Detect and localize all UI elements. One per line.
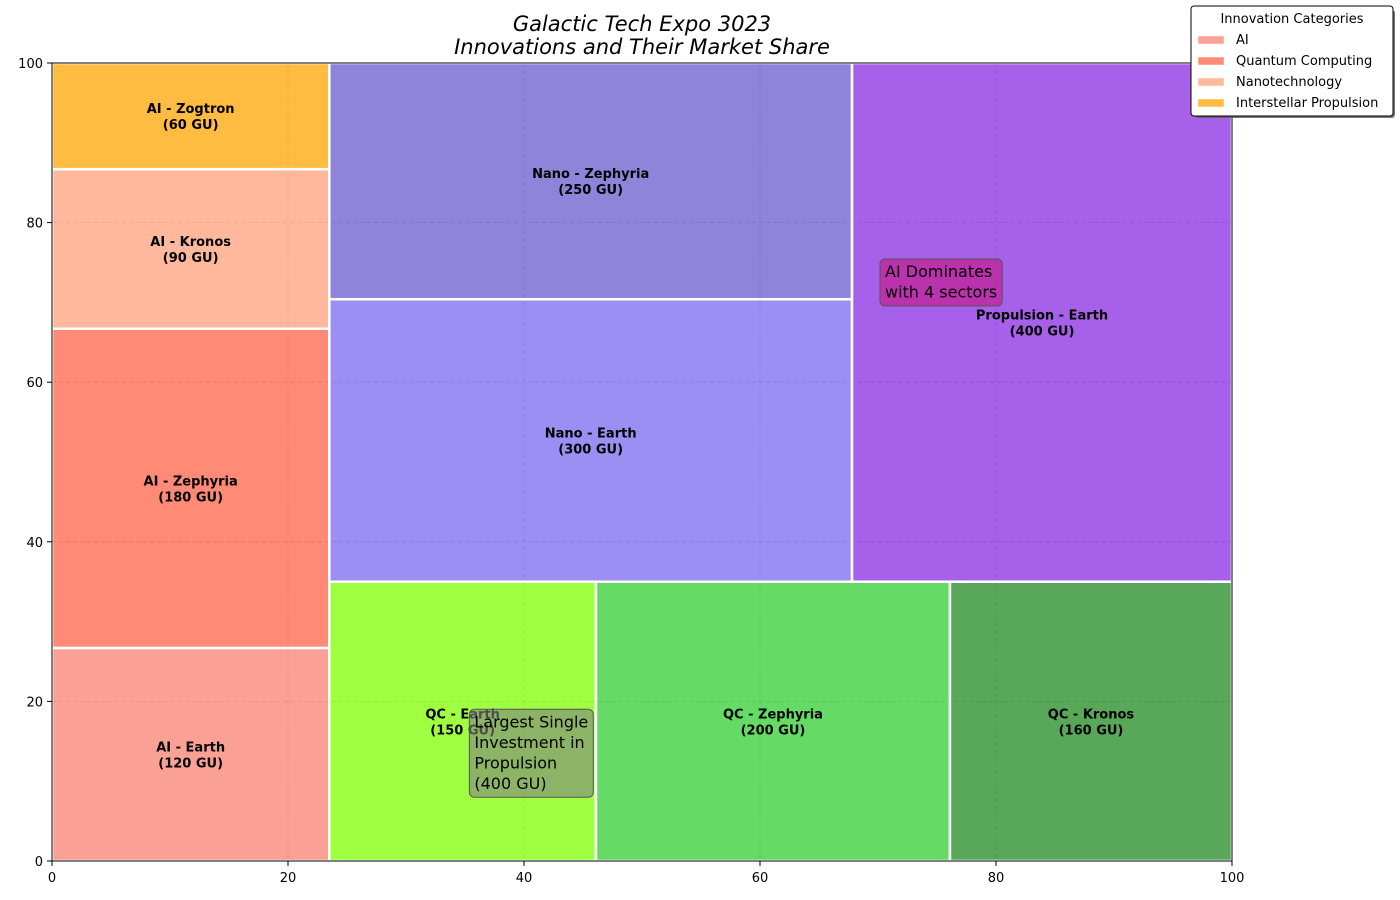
annotation-box-0 [879, 258, 1003, 307]
y-tick-label-3: 60 [26, 376, 43, 391]
x-tick-label-0: 0 [48, 871, 56, 886]
legend-swatch-0 [1197, 35, 1225, 45]
treemap-rect-7 [328, 297, 854, 583]
treemap-rect-8 [328, 61, 854, 301]
x-tick-label-3: 60 [752, 871, 769, 886]
plot-frame [51, 62, 1233, 862]
rect-value-label-0: (120 GU) [158, 756, 223, 771]
y-tick-label-4: 80 [26, 217, 43, 232]
rect-label-5: QC - Zephyria [723, 707, 823, 722]
x-tick-label-1: 20 [280, 871, 297, 886]
legend-box [1190, 5, 1394, 117]
rect-value-label-1: (180 GU) [158, 490, 223, 505]
y-tick-label-0: 0 [35, 855, 43, 870]
annotation-box-1 [468, 708, 594, 798]
rect-label-8: Nano - Zephyria [532, 167, 649, 182]
legend-entries: AI Quantum Computing Nanotechnology Interst… [1197, 33, 1378, 111]
treemap-labels: AI - Earth(120 GU) AI - Zephyria(180 GU) A… [144, 102, 1135, 771]
chart-title-line-2: Innovations and Their Market Share [454, 35, 830, 59]
annotation-0-line-1: with 4 sectors [885, 282, 997, 301]
x-tick-label-2: 40 [516, 871, 533, 886]
legend-swatch-1 [1197, 56, 1225, 66]
treemap-rect-1 [50, 327, 331, 650]
rect-label-6: QC - Kronos [1048, 707, 1135, 722]
rect-value-label-7: (300 GU) [558, 442, 623, 457]
x-tick-label-5: 100 [1220, 871, 1245, 886]
rect-label-0: AI - Earth [156, 740, 225, 755]
treemap-rect-5 [594, 580, 952, 863]
rect-value-label-5: (200 GU) [741, 723, 806, 738]
rect-value-label-6: (160 GU) [1059, 723, 1124, 738]
legend-swatch-3 [1197, 98, 1225, 108]
y-tick-label-5: 100 [18, 57, 43, 72]
annotation-1-line-2: Propulsion [474, 753, 557, 772]
y-tick-label-1: 20 [26, 695, 43, 710]
rect-value-label-9: (400 GU) [1010, 324, 1075, 339]
rect-value-label-3: (60 GU) [163, 118, 219, 133]
legend-label-3: Interstellar Propulsion [1236, 96, 1378, 111]
rect-value-label-2: (90 GU) [163, 251, 219, 266]
rect-label-1: AI - Zephyria [144, 474, 238, 489]
legend-label-0: AI [1236, 33, 1249, 48]
annotation-0-line-0: AI Dominates [885, 262, 992, 281]
legend-label-2: Nanotechnology [1236, 75, 1342, 90]
y-tick-label-2: 40 [26, 536, 43, 551]
annotation-1-line-1: Investment in [474, 733, 584, 752]
rect-label-2: AI - Kronos [150, 235, 231, 250]
chart-title-line-1: Galactic Tech Expo 3023 [513, 12, 771, 36]
rect-label-7: Nano - Earth [545, 426, 637, 441]
rect-value-label-8: (250 GU) [558, 183, 623, 198]
x-tick-label-4: 80 [988, 871, 1005, 886]
rect-label-9: Propulsion - Earth [976, 308, 1108, 323]
legend-label-1: Quantum Computing [1236, 54, 1372, 69]
legend-title: Innovation Categories [1220, 12, 1363, 27]
annotation-1-line-0: Largest Single [474, 712, 588, 731]
annotation-1-line-3: (400 GU) [474, 774, 546, 793]
legend: Innovation Categories AI Quantum Computin… [1190, 5, 1395, 118]
treemap-rectangles [50, 61, 1234, 863]
legend-swatch-2 [1197, 77, 1225, 87]
rect-label-3: AI - Zogtron [147, 102, 235, 117]
axis-ticks: 0 20 40 60 80 100 0 20 40 60 80 100 [18, 57, 1244, 886]
